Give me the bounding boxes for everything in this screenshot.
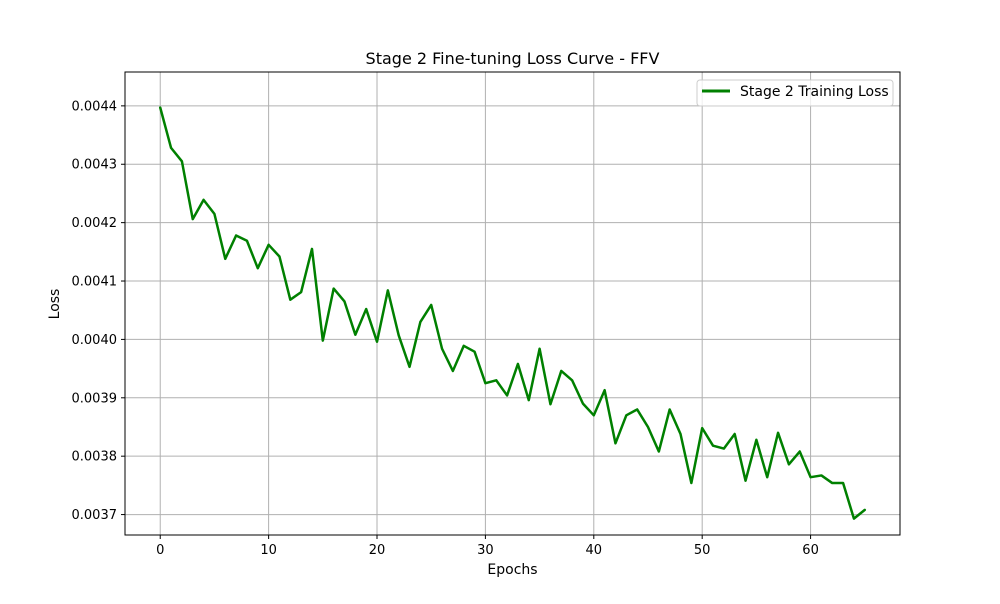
data-point: [831, 482, 833, 484]
y-tick-label: 0.0037: [72, 508, 118, 523]
x-tick-label: 20: [369, 543, 386, 558]
data-point: [690, 482, 692, 484]
data-point: [636, 408, 638, 410]
series-line-training-loss: [158, 106, 867, 520]
data-point: [408, 366, 410, 368]
data-point: [614, 442, 616, 444]
grid: [125, 72, 900, 535]
series-layer: [158, 106, 867, 520]
chart-title: Stage 2 Fine-tuning Loss Curve - FFV: [366, 49, 660, 68]
data-point: [668, 408, 670, 410]
legend-label: Stage 2 Training Loss: [740, 84, 889, 100]
data-point: [300, 291, 302, 293]
data-point: [246, 240, 248, 242]
data-point: [365, 308, 367, 310]
legend-box: [696, 79, 894, 107]
data-point: [213, 213, 215, 215]
data-point: [744, 480, 746, 482]
data-point: [538, 348, 540, 350]
data-point: [647, 426, 649, 428]
data-point: [170, 147, 172, 149]
data-point: [354, 334, 356, 336]
data-point: [419, 321, 421, 323]
x-tick-label: 0: [156, 543, 164, 558]
data-point: [289, 299, 291, 301]
data-point: [799, 450, 801, 452]
data-point: [582, 402, 584, 404]
data-point: [528, 399, 530, 401]
data-point: [278, 255, 280, 257]
data-point: [473, 350, 475, 352]
data-point: [593, 414, 595, 416]
data-point: [506, 394, 508, 396]
data-point: [267, 244, 269, 246]
y-axis-label: Loss: [47, 289, 63, 320]
data-point: [679, 433, 681, 435]
data-point: [658, 450, 660, 452]
data-point: [853, 517, 855, 519]
data-point: [495, 379, 497, 381]
data-point: [159, 106, 161, 108]
data-point: [311, 248, 313, 250]
data-point: [376, 341, 378, 343]
data-point: [723, 447, 725, 449]
data-point: [452, 370, 454, 372]
y-tick-label: 0.0038: [72, 450, 118, 465]
y-tick-label: 0.0043: [72, 158, 118, 173]
data-point: [192, 218, 194, 220]
x-axis-label: Epochs: [487, 562, 537, 578]
data-point: [766, 476, 768, 478]
data-point: [603, 389, 605, 391]
data-point: [387, 289, 389, 291]
data-point: [820, 474, 822, 476]
data-point: [224, 258, 226, 260]
data-point: [181, 160, 183, 162]
x-tick-label: 30: [477, 543, 494, 558]
data-point: [549, 403, 551, 405]
data-point: [332, 287, 334, 289]
data-point: [777, 432, 779, 434]
plot-frame: [124, 71, 901, 536]
data-point: [625, 414, 627, 416]
data-point: [842, 482, 844, 484]
data-point: [560, 370, 562, 372]
data-point: [484, 382, 486, 384]
data-point: [430, 304, 432, 306]
y-tick-label: 0.0040: [72, 333, 118, 348]
data-point: [235, 234, 237, 236]
legend: Stage 2 Training Loss: [696, 79, 894, 107]
ticks: 0 10 20 30 40 50 60 0.0037 0.0038 0.0039 0.0040 0.0…: [72, 99, 819, 558]
data-point: [864, 509, 866, 511]
x-tick-label: 60: [802, 543, 819, 558]
x-tick-label: 40: [586, 543, 603, 558]
y-tick-label: 0.0041: [72, 275, 118, 290]
data-point: [463, 345, 465, 347]
data-point: [257, 267, 259, 269]
data-point: [343, 300, 345, 302]
data-point: [712, 444, 714, 446]
data-point: [571, 379, 573, 381]
data-point: [734, 433, 736, 435]
x-tick-label: 50: [694, 543, 711, 558]
data-point: [755, 439, 757, 441]
data-point: [202, 199, 204, 201]
data-point: [441, 348, 443, 350]
y-tick-label: 0.0042: [72, 216, 118, 231]
data-point: [788, 463, 790, 465]
data-point: [809, 476, 811, 478]
data-point: [397, 334, 399, 336]
y-tick-label: 0.0044: [72, 99, 118, 114]
x-tick-label: 10: [260, 543, 277, 558]
data-point: [701, 427, 703, 429]
data-point: [517, 363, 519, 365]
y-tick-label: 0.0039: [72, 391, 118, 406]
data-point: [322, 339, 324, 341]
